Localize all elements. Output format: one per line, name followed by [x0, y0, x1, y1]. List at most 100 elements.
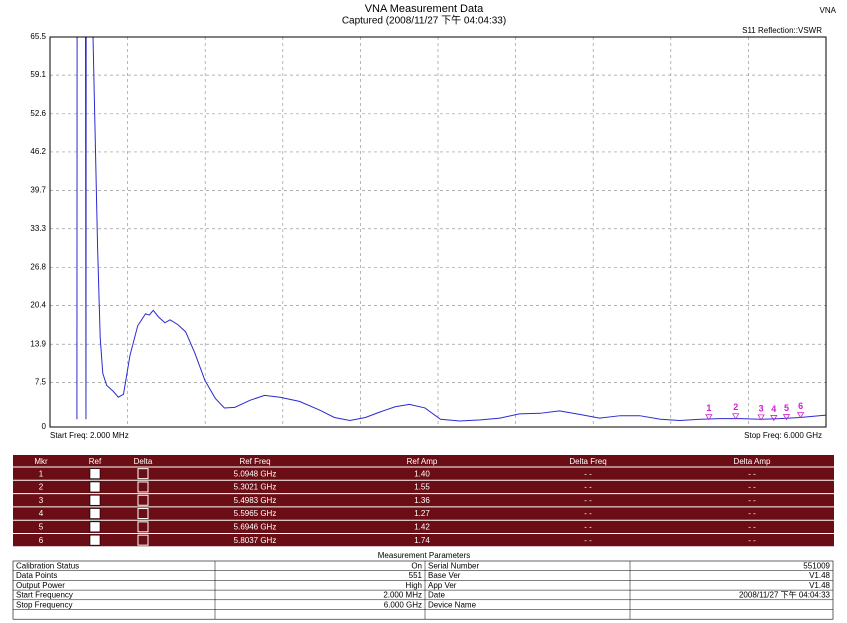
table-cell: 3 [39, 496, 44, 505]
marker [782, 414, 791, 421]
marker-label: 1 [706, 403, 711, 413]
table-cell: 5.3021 GHz [234, 483, 277, 492]
y-tick-label: 13.9 [30, 339, 46, 348]
y-tick-label: 39.7 [30, 186, 46, 195]
table-cell: 1.74 [414, 536, 430, 545]
x-start-label: Start Freq: 2.000 MHz [50, 431, 129, 440]
y-tick-label: 65.5 [30, 32, 46, 41]
parameter-name: Output Power [16, 581, 65, 590]
y-tick-label: 59.1 [30, 70, 46, 79]
marker [757, 414, 765, 421]
y-tick-label: 52.6 [30, 109, 46, 118]
table-cell: 5.5965 GHz [234, 509, 277, 518]
plot-frame [49, 36, 827, 428]
marker-label: 4 [771, 404, 776, 414]
table-cell: - - [584, 483, 592, 492]
table-cell: 1.36 [414, 496, 430, 505]
parameter-value: High [406, 581, 422, 590]
chart-subtitle: Captured (2008/11/27 下午 04:04:33) [342, 14, 506, 27]
parameter-value: 2008/11/27 下午 04:04:33 [739, 590, 831, 600]
table-header: Ref Freq [239, 457, 270, 466]
marker-table [13, 455, 834, 547]
parameter-name: Serial Number [428, 561, 479, 570]
ref-checkbox [89, 494, 101, 506]
parameter-name: App Ver [428, 581, 457, 590]
ref-checkbox [89, 481, 101, 493]
table-cell: - - [584, 522, 592, 531]
table-cell: 4 [39, 509, 44, 518]
table-cell: 1.55 [414, 483, 430, 492]
parameter-name: Device Name [428, 600, 477, 609]
delta-checkbox [137, 508, 149, 520]
table-cell: 1.40 [414, 469, 430, 478]
parameter-name: Data Points [16, 571, 57, 580]
table-header: Delta Freq [569, 457, 606, 466]
y-tick-label: 7.5 [35, 377, 47, 386]
table-cell: - - [748, 522, 756, 531]
marker [705, 414, 713, 421]
trace-label: S11 Reflection::VSWR [742, 26, 822, 35]
table-cell: - - [584, 496, 592, 505]
table-cell: 2 [39, 483, 44, 492]
delta-checkbox [137, 494, 149, 506]
table-cell: 5.6946 GHz [234, 522, 277, 531]
parameter-value: 2.000 MHz [383, 591, 422, 600]
table-cell: - - [748, 536, 756, 545]
marker-label: 2 [733, 402, 738, 412]
table-cell: 1.42 [414, 522, 430, 531]
y-tick-label: 33.3 [30, 224, 46, 233]
table-cell: 5.0948 GHz [234, 469, 277, 478]
marker-label: 3 [759, 403, 764, 413]
ref-checkbox [89, 468, 101, 479]
table-header: Mkr [34, 457, 48, 466]
parameter-name: Date [428, 591, 445, 600]
y-tick-label: 0 [42, 422, 47, 431]
chart-title: VNA Measurement Data [365, 3, 484, 15]
ref-checkbox [89, 521, 101, 533]
marker [796, 412, 805, 419]
x-stop-label: Stop Freq: 6.000 GHz [744, 431, 822, 440]
delta-checkbox [137, 534, 149, 546]
parameters-title: Measurement Parameters [378, 551, 470, 560]
table-header: Ref Amp [407, 457, 438, 466]
y-tick-label: 26.8 [30, 263, 46, 272]
delta-checkbox [137, 468, 149, 480]
table-cell: 6 [39, 536, 44, 545]
table-cell: 1 [39, 469, 44, 478]
parameter-name: Stop Frequency [16, 600, 72, 609]
marker [732, 413, 740, 420]
table-cell: - - [748, 469, 756, 478]
table-cell: - - [748, 483, 756, 492]
marker [770, 415, 778, 422]
delta-checkbox [137, 521, 149, 533]
delta-checkbox [137, 481, 149, 493]
parameter-name: Calibration Status [16, 561, 79, 570]
table-cell: 5.8037 GHz [234, 536, 277, 545]
ref-checkbox [89, 508, 101, 519]
table-cell: - - [584, 536, 592, 545]
table-cell: - - [584, 469, 592, 478]
corner-label: VNA [820, 6, 837, 15]
marker-label: 5 [784, 403, 789, 413]
y-tick-label: 46.2 [30, 147, 46, 156]
ref-checkbox [89, 534, 101, 546]
table-cell: - - [748, 496, 756, 505]
parameter-value: On [411, 561, 422, 570]
table-header: Ref [89, 457, 102, 466]
table-header: Delta Amp [734, 457, 771, 466]
parameter-value: V1.48 [809, 581, 830, 590]
parameter-value: 6.000 GHz [384, 600, 422, 609]
parameter-name: Start Frequency [16, 591, 73, 600]
trace-line [76, 37, 826, 422]
table-cell: - - [748, 509, 756, 518]
parameter-value: V1.48 [809, 571, 830, 580]
table-cell: - - [584, 509, 592, 518]
y-tick-label: 20.4 [30, 301, 46, 310]
parameter-value: 551009 [803, 561, 830, 570]
marker-label: 6 [798, 401, 803, 411]
table-header: Delta [134, 457, 153, 466]
parameter-value: 551 [409, 571, 423, 580]
parameter-name: Base Ver [428, 571, 461, 580]
table-cell: 5.4983 GHz [234, 496, 277, 505]
